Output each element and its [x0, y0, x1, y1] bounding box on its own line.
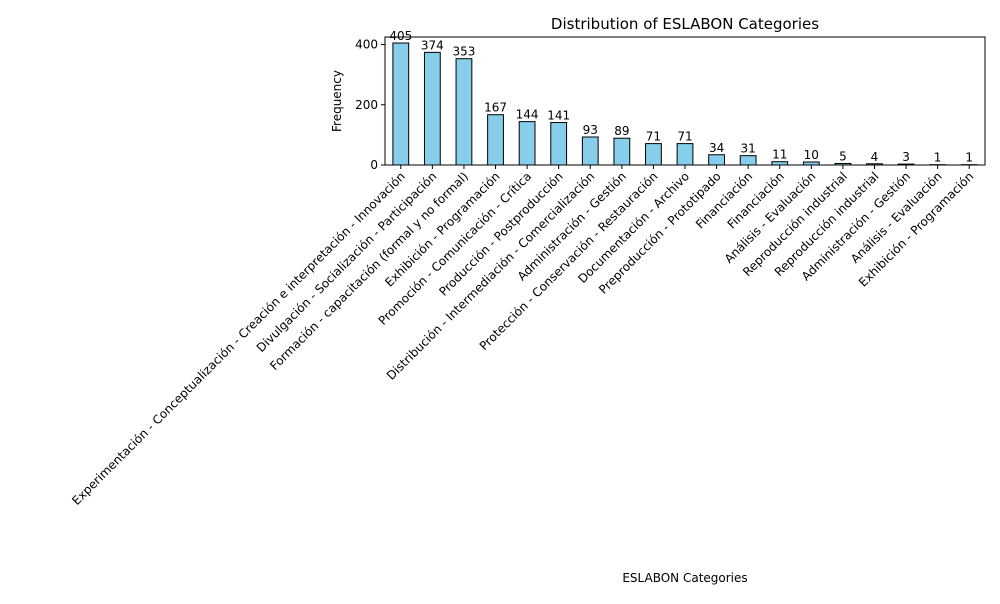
bar — [424, 52, 440, 165]
bar-value-label: 374 — [421, 38, 444, 52]
bar-value-label: 34 — [709, 141, 724, 155]
bar — [709, 155, 725, 165]
bar-value-label: 405 — [389, 29, 412, 43]
bar-value-label: 4 — [871, 150, 879, 164]
bar-value-label: 89 — [614, 124, 629, 138]
y-tick-label: 0 — [370, 158, 378, 172]
y-axis-label: Frequency — [330, 70, 344, 132]
bar — [740, 156, 756, 165]
bar-value-label: 144 — [516, 108, 539, 122]
bar — [393, 43, 409, 165]
bar-value-label: 3 — [902, 150, 910, 164]
bar-value-label: 71 — [646, 130, 661, 144]
bar-value-label: 141 — [547, 109, 570, 123]
bar-value-label: 31 — [741, 142, 756, 156]
bar — [551, 123, 567, 165]
x-axis: Experimentación - Conceptualización - Cr… — [69, 165, 976, 508]
chart-title: Distribution of ESLABON Categories — [551, 15, 819, 33]
bar — [614, 138, 630, 165]
bar — [646, 144, 662, 165]
bar-value-label: 10 — [804, 148, 819, 162]
x-axis-label: ESLABON Categories — [622, 571, 747, 585]
bar-value-label: 93 — [583, 123, 598, 137]
x-tick-label: Experimentación - Conceptualización - Cr… — [69, 169, 408, 508]
bars-layer — [393, 43, 977, 165]
bar-value-label: 1 — [934, 151, 942, 165]
bar-value-label: 71 — [677, 130, 692, 144]
bar-value-label: 5 — [839, 149, 847, 163]
y-tick-label: 400 — [355, 38, 378, 52]
bar — [519, 122, 535, 165]
bar-value-label: 353 — [452, 45, 475, 59]
bar — [677, 144, 693, 165]
bar-value-label: 167 — [484, 101, 507, 115]
bar-value-label: 11 — [772, 148, 787, 162]
y-axis: 0 200 400 — [355, 38, 385, 172]
bar — [582, 137, 598, 165]
bar — [456, 59, 472, 165]
bar — [488, 115, 504, 165]
y-tick-label: 200 — [355, 98, 378, 112]
bar-value-label: 1 — [965, 151, 973, 165]
